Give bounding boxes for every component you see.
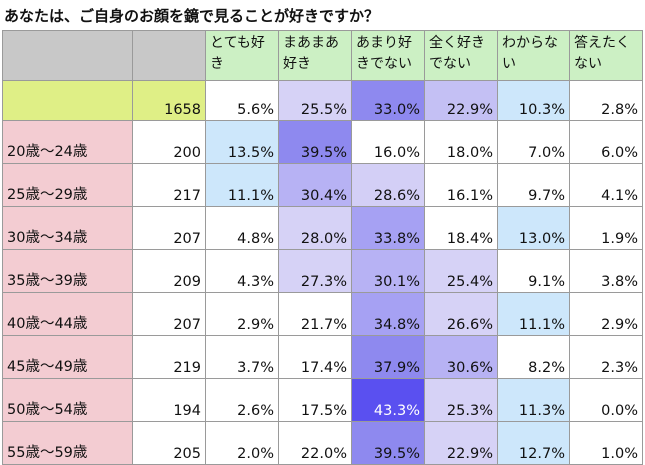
row-value: 4.3% — [205, 249, 279, 293]
row-count: 217 — [132, 163, 206, 207]
row-value: 11.1% — [497, 292, 570, 336]
row-value: 4.1% — [569, 163, 643, 207]
row-value: 4.8% — [205, 206, 279, 250]
row-value: 7.0% — [497, 120, 570, 164]
row-value: 26.6% — [424, 292, 498, 336]
age-label: 55歳～59歳 — [2, 421, 133, 465]
row-value: 17.4% — [278, 335, 352, 379]
row-value: 33.8% — [351, 206, 425, 250]
table-row: 30歳～34歳 207 4.8% 28.0% 33.8% 18.4% 13.0%… — [2, 206, 643, 250]
column-header: とても好き — [205, 30, 279, 81]
total-value: 5.6% — [205, 80, 279, 121]
column-header: 答えたくない — [569, 30, 643, 81]
row-value: 28.6% — [351, 163, 425, 207]
row-value: 2.9% — [569, 292, 643, 336]
row-value: 25.3% — [424, 378, 498, 422]
total-count: 1658 — [132, 80, 206, 121]
row-value: 2.6% — [205, 378, 279, 422]
table-row: 55歳～59歳 205 2.0% 22.0% 39.5% 22.9% 12.7%… — [2, 421, 643, 465]
row-value: 3.7% — [205, 335, 279, 379]
row-value: 2.9% — [205, 292, 279, 336]
count-header-cell — [132, 30, 206, 81]
row-value: 39.5% — [351, 421, 425, 465]
row-value: 9.1% — [497, 249, 570, 293]
row-value: 17.5% — [278, 378, 352, 422]
total-value: 2.8% — [569, 80, 643, 121]
row-value: 8.2% — [497, 335, 570, 379]
total-value: 33.0% — [351, 80, 425, 121]
row-value: 18.4% — [424, 206, 498, 250]
row-value: 28.0% — [278, 206, 352, 250]
row-value: 25.4% — [424, 249, 498, 293]
row-value: 2.3% — [569, 335, 643, 379]
row-value: 22.9% — [424, 421, 498, 465]
table-row: 20歳～24歳 200 13.5% 39.5% 16.0% 18.0% 7.0%… — [2, 120, 643, 164]
total-value: 25.5% — [278, 80, 352, 121]
row-count: 207 — [132, 292, 206, 336]
total-value: 10.3% — [497, 80, 570, 121]
age-label: 20歳～24歳 — [2, 120, 133, 164]
row-count: 209 — [132, 249, 206, 293]
column-header: 全く好きでない — [424, 30, 498, 81]
column-header: まあまあ好き — [278, 30, 352, 81]
row-value: 18.0% — [424, 120, 498, 164]
row-value: 16.0% — [351, 120, 425, 164]
survey-table: とても好き まあまあ好き あまり好きでない 全く好きでない わからない 答えたく… — [2, 30, 643, 465]
row-value: 11.3% — [497, 378, 570, 422]
row-value: 21.7% — [278, 292, 352, 336]
table-row: 45歳～49歳 219 3.7% 17.4% 37.9% 30.6% 8.2% … — [2, 335, 643, 379]
table-row: 50歳～54歳 194 2.6% 17.5% 43.3% 25.3% 11.3%… — [2, 378, 643, 422]
row-value: 12.7% — [497, 421, 570, 465]
row-value: 30.6% — [424, 335, 498, 379]
age-label: 40歳～44歳 — [2, 292, 133, 336]
row-value: 34.8% — [351, 292, 425, 336]
row-value: 27.3% — [278, 249, 352, 293]
age-label: 30歳～34歳 — [2, 206, 133, 250]
row-value: 39.5% — [278, 120, 352, 164]
row-value: 30.1% — [351, 249, 425, 293]
row-value: 30.4% — [278, 163, 352, 207]
row-count: 219 — [132, 335, 206, 379]
row-value: 37.9% — [351, 335, 425, 379]
row-value: 22.0% — [278, 421, 352, 465]
column-header: あまり好きでない — [351, 30, 425, 81]
row-value: 3.8% — [569, 249, 643, 293]
table-row: 25歳～29歳 217 11.1% 30.4% 28.6% 16.1% 9.7%… — [2, 163, 643, 207]
row-value: 1.9% — [569, 206, 643, 250]
row-value: 1.0% — [569, 421, 643, 465]
page-title: あなたは、ご自身のお顔を鏡で見ることが好きですか？ — [4, 7, 380, 25]
row-value: 16.1% — [424, 163, 498, 207]
age-label: 25歳～29歳 — [2, 163, 133, 207]
row-count: 194 — [132, 378, 206, 422]
table-row: 40歳～44歳 207 2.9% 21.7% 34.8% 26.6% 11.1%… — [2, 292, 643, 336]
row-value: 13.0% — [497, 206, 570, 250]
row-count: 207 — [132, 206, 206, 250]
row-value: 43.3% — [351, 378, 425, 422]
total-value: 22.9% — [424, 80, 498, 121]
age-label: 50歳～54歳 — [2, 378, 133, 422]
row-value: 0.0% — [569, 378, 643, 422]
row-value: 2.0% — [205, 421, 279, 465]
table-row: 35歳～39歳 209 4.3% 27.3% 30.1% 25.4% 9.1% … — [2, 249, 643, 293]
age-label: 45歳～49歳 — [2, 335, 133, 379]
row-count: 205 — [132, 421, 206, 465]
header-row: とても好き まあまあ好き あまり好きでない 全く好きでない わからない 答えたく… — [2, 30, 643, 81]
row-value: 6.0% — [569, 120, 643, 164]
row-value: 9.7% — [497, 163, 570, 207]
age-label: 35歳～39歳 — [2, 249, 133, 293]
column-header: わからない — [497, 30, 570, 81]
row-value: 11.1% — [205, 163, 279, 207]
row-count: 200 — [132, 120, 206, 164]
total-label-cell — [2, 80, 133, 121]
corner-cell — [2, 30, 133, 81]
total-row: 1658 5.6% 25.5% 33.0% 22.9% 10.3% 2.8% — [2, 80, 643, 121]
row-value: 13.5% — [205, 120, 279, 164]
